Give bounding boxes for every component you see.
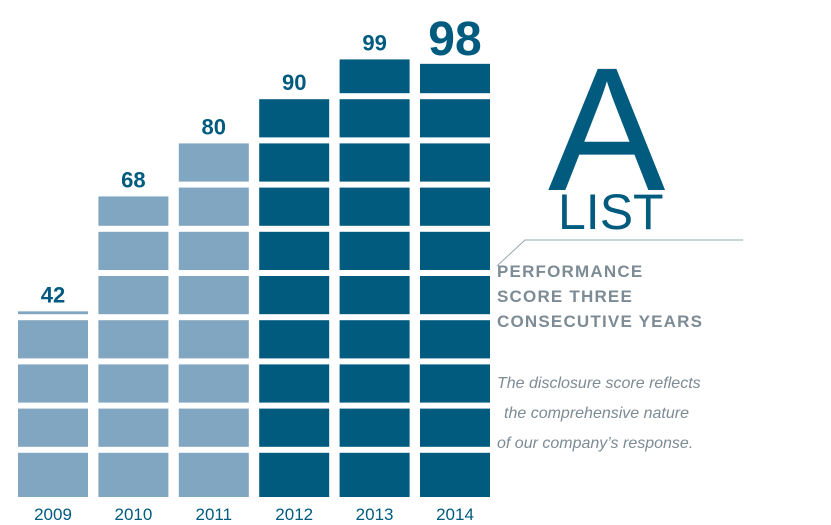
- value-label: 68: [121, 167, 145, 192]
- bar: [178, 143, 249, 497]
- bar-segment: [259, 364, 330, 403]
- bar: [339, 59, 410, 497]
- bar: [98, 196, 169, 497]
- bar-segment: [339, 99, 410, 138]
- bar-segment: [420, 99, 490, 138]
- bar-segment: [259, 143, 330, 182]
- bar-segment: [339, 276, 410, 315]
- bar-segment: [339, 187, 410, 226]
- value-label: 42: [41, 282, 65, 307]
- bar-segment: [98, 276, 169, 315]
- bar-segment: [259, 231, 330, 270]
- bar-segment: [18, 408, 88, 447]
- bar-segment: [98, 231, 169, 270]
- bar-segment: [178, 364, 249, 403]
- bar-segment: [98, 452, 169, 497]
- bar-segment: [98, 196, 169, 226]
- bar-segment: [98, 408, 169, 447]
- bar-segment: [339, 408, 410, 447]
- bar-segment: [178, 231, 249, 270]
- note: the comprehensive nature: [504, 405, 689, 422]
- bar-segment: [18, 452, 88, 497]
- bar-segment: [98, 364, 169, 403]
- value-label: 99: [362, 30, 386, 55]
- bar-segment: [420, 452, 490, 497]
- x-tick-label: 2013: [356, 505, 394, 524]
- bar-segment: [339, 143, 410, 182]
- bar-segment: [259, 408, 330, 447]
- bar: [259, 99, 330, 497]
- bar-segment: [98, 320, 169, 359]
- bar-segment: [259, 99, 330, 138]
- bar-segment: [18, 320, 88, 359]
- x-tick-label: 2012: [275, 505, 313, 524]
- bar-segment: [420, 276, 490, 315]
- bar-segment: [178, 320, 249, 359]
- value-label: 90: [282, 70, 306, 95]
- bar-segment: [18, 311, 88, 315]
- x-tick-label: 2014: [436, 505, 474, 524]
- headline: PERFORMANCE: [497, 262, 643, 281]
- x-tick-label: 2009: [34, 505, 72, 524]
- bar-segment: [259, 187, 330, 226]
- bar-segment: [178, 452, 249, 497]
- bar-segment: [420, 63, 490, 94]
- bar: [18, 311, 88, 497]
- value-label: 80: [202, 114, 226, 139]
- headline: CONSECUTIVE YEARS: [497, 312, 703, 331]
- bar-segment: [178, 276, 249, 315]
- bar-segment: [339, 364, 410, 403]
- bar-segment: [420, 408, 490, 447]
- note: The disclosure score reflects: [497, 375, 701, 392]
- bar-segment: [18, 364, 88, 403]
- bar-segment: [259, 276, 330, 315]
- bar-segment: [420, 231, 490, 270]
- x-tick-label: 2011: [196, 505, 233, 524]
- grade: A: [548, 32, 666, 228]
- bar-segment: [339, 452, 410, 497]
- note: of our company’s response.: [497, 435, 693, 452]
- bar-segment: [178, 143, 249, 182]
- bar-segment: [339, 59, 410, 94]
- grade-word: LIST: [558, 184, 664, 240]
- bar-segment: [339, 320, 410, 359]
- bar-segment: [259, 452, 330, 497]
- bar-segment: [178, 187, 249, 226]
- bar-segment: [420, 364, 490, 403]
- bar-segment: [259, 320, 330, 359]
- bar-segment: [420, 187, 490, 226]
- leader-line: [496, 239, 743, 267]
- bar-segment: [339, 231, 410, 270]
- bar-segment: [420, 320, 490, 359]
- bar-segment: [178, 408, 249, 447]
- value-label: 98: [428, 13, 481, 66]
- bar: [420, 63, 490, 497]
- headline: SCORE THREE: [497, 287, 633, 306]
- bar-segment: [420, 143, 490, 182]
- x-tick-label: 2010: [114, 505, 152, 524]
